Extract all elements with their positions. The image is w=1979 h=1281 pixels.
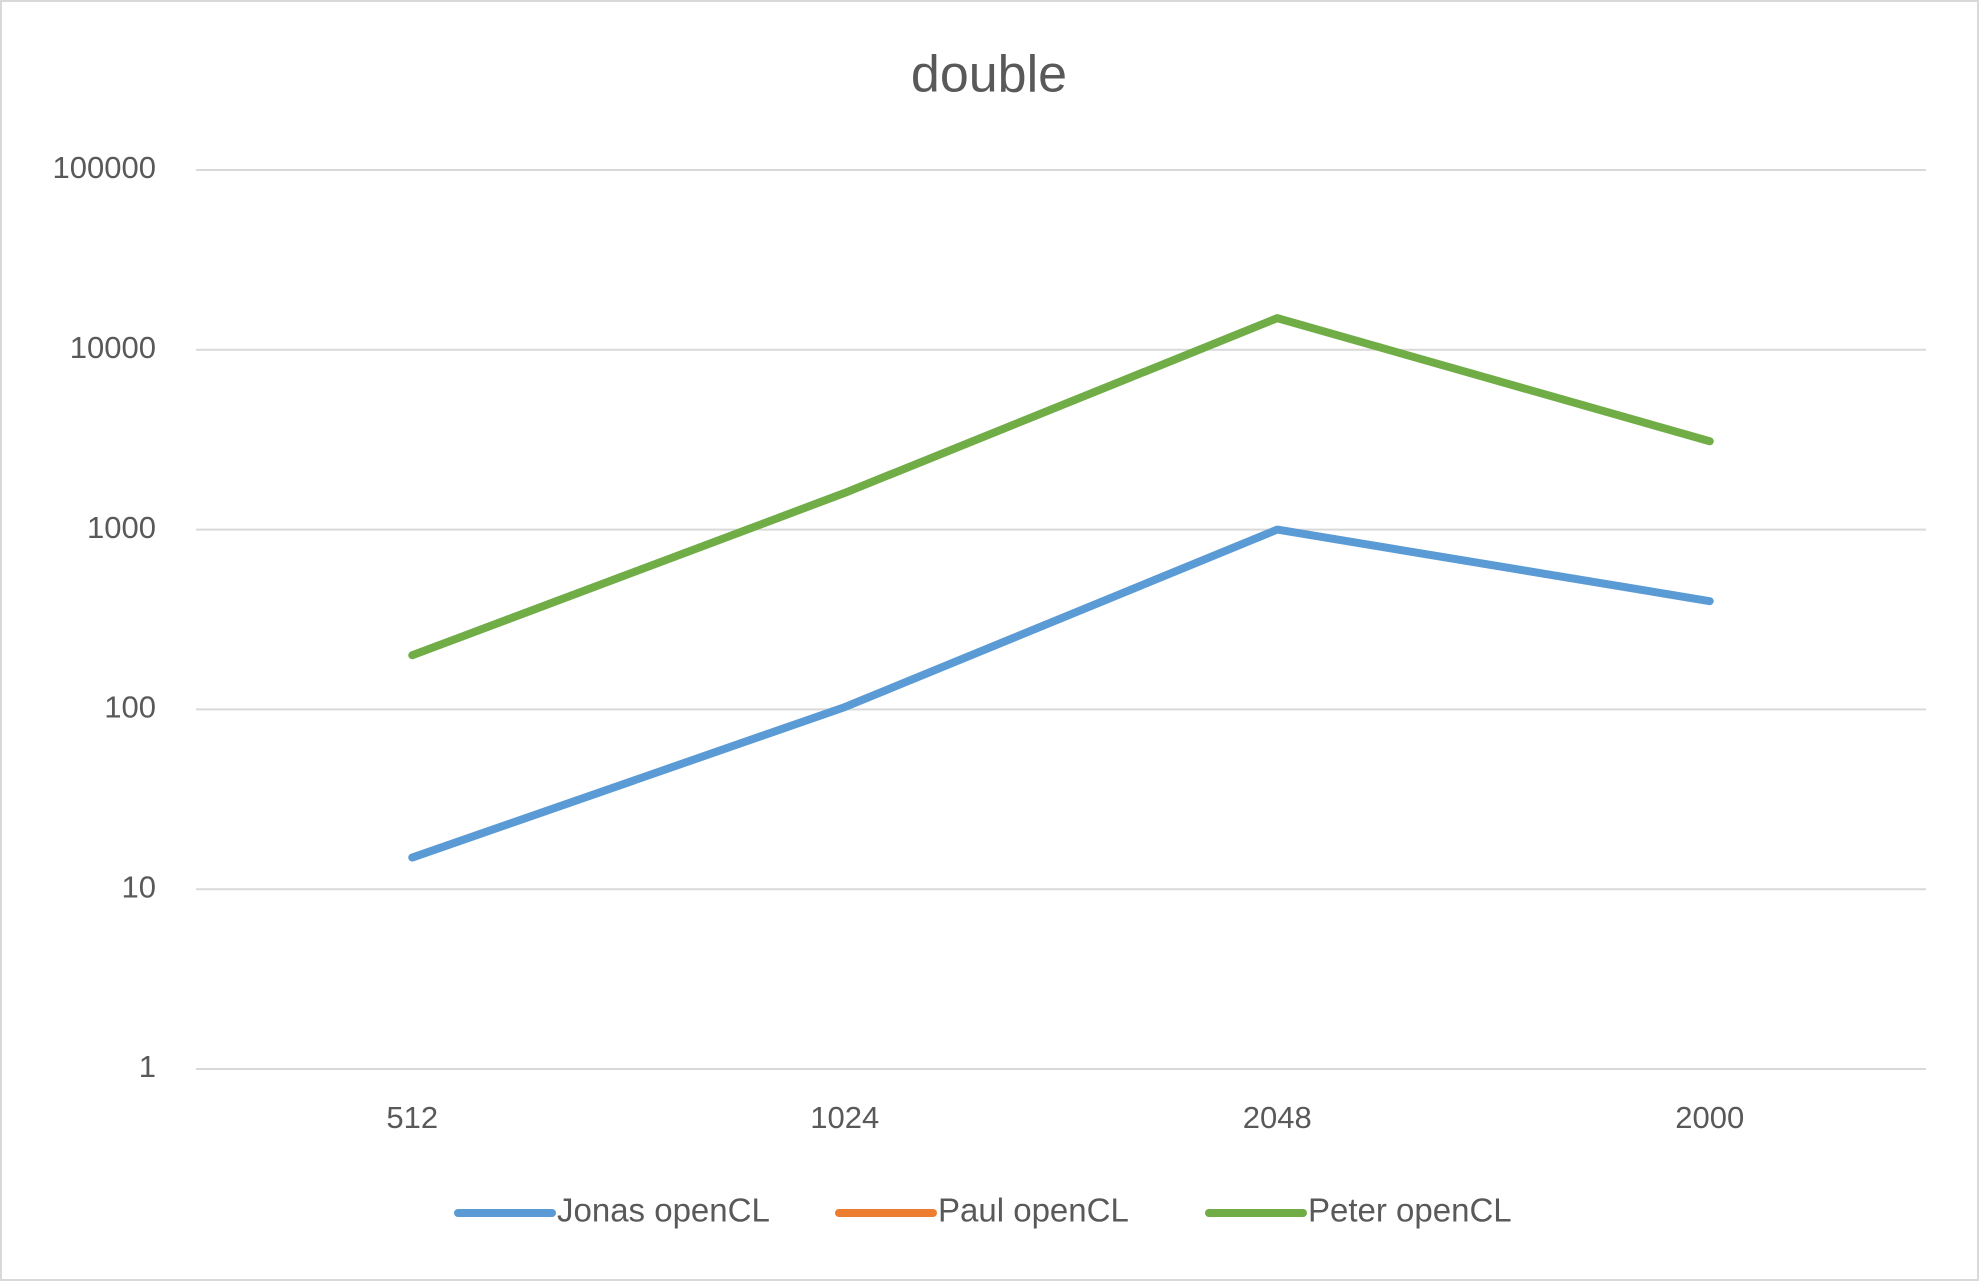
legend-label: Jonas openCL: [557, 1192, 770, 1229]
x-tick-label: 512: [386, 1100, 438, 1135]
x-tick-label: 2000: [1675, 1100, 1744, 1135]
x-tick-label: 2048: [1243, 1100, 1312, 1135]
y-tick-label: 10000: [70, 330, 156, 365]
y-tick-label: 100: [104, 690, 156, 725]
legend-label: Paul openCL: [938, 1192, 1129, 1229]
x-tick-label: 1024: [810, 1100, 879, 1135]
series-line: [408, 314, 1714, 660]
series-line: [408, 525, 1714, 862]
y-tick-label: 100000: [53, 150, 156, 185]
y-tick-label: 1: [139, 1049, 156, 1084]
y-tick-label: 10: [122, 869, 156, 904]
chart-title: double: [911, 46, 1067, 104]
legend-label: Peter openCL: [1308, 1192, 1512, 1229]
y-tick-label: 1000: [87, 510, 156, 545]
